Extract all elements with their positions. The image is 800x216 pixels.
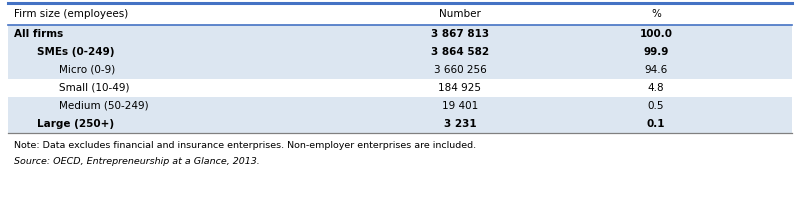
Text: 94.6: 94.6 (644, 65, 668, 75)
Text: Firm size (employees): Firm size (employees) (14, 9, 129, 19)
Text: 4.8: 4.8 (648, 83, 664, 93)
Text: Number: Number (439, 9, 481, 19)
Text: Medium (50-249): Medium (50-249) (59, 101, 149, 111)
Text: Small (10-49): Small (10-49) (59, 83, 130, 93)
Text: 3 864 582: 3 864 582 (431, 47, 489, 57)
Text: 0.5: 0.5 (648, 101, 664, 111)
Text: All firms: All firms (14, 29, 64, 39)
Text: 3 867 813: 3 867 813 (431, 29, 489, 39)
Bar (8, 61, 792, 79)
Text: 3 231: 3 231 (444, 119, 476, 129)
Text: Large (250+): Large (250+) (37, 119, 114, 129)
Text: 99.9: 99.9 (643, 47, 669, 57)
Bar (8, 115, 792, 133)
Text: SMEs (0-249): SMEs (0-249) (37, 47, 114, 57)
Text: 19 401: 19 401 (442, 101, 478, 111)
Text: Note: Data excludes financial and insurance enterprises. Non-employer enterprise: Note: Data excludes financial and insura… (14, 141, 477, 150)
Text: 0.1: 0.1 (646, 119, 666, 129)
Bar (8, 79, 792, 97)
Text: 184 925: 184 925 (438, 83, 482, 93)
Text: %: % (651, 9, 661, 19)
Text: 3 660 256: 3 660 256 (434, 65, 486, 75)
Bar (8, 97, 792, 115)
Bar (8, 43, 792, 61)
Text: 100.0: 100.0 (639, 29, 673, 39)
Text: Source: OECD, Entrepreneurship at a Glance, 2013.: Source: OECD, Entrepreneurship at a Glan… (14, 157, 260, 166)
Text: Micro (0-9): Micro (0-9) (59, 65, 115, 75)
Bar (8, 25, 792, 43)
